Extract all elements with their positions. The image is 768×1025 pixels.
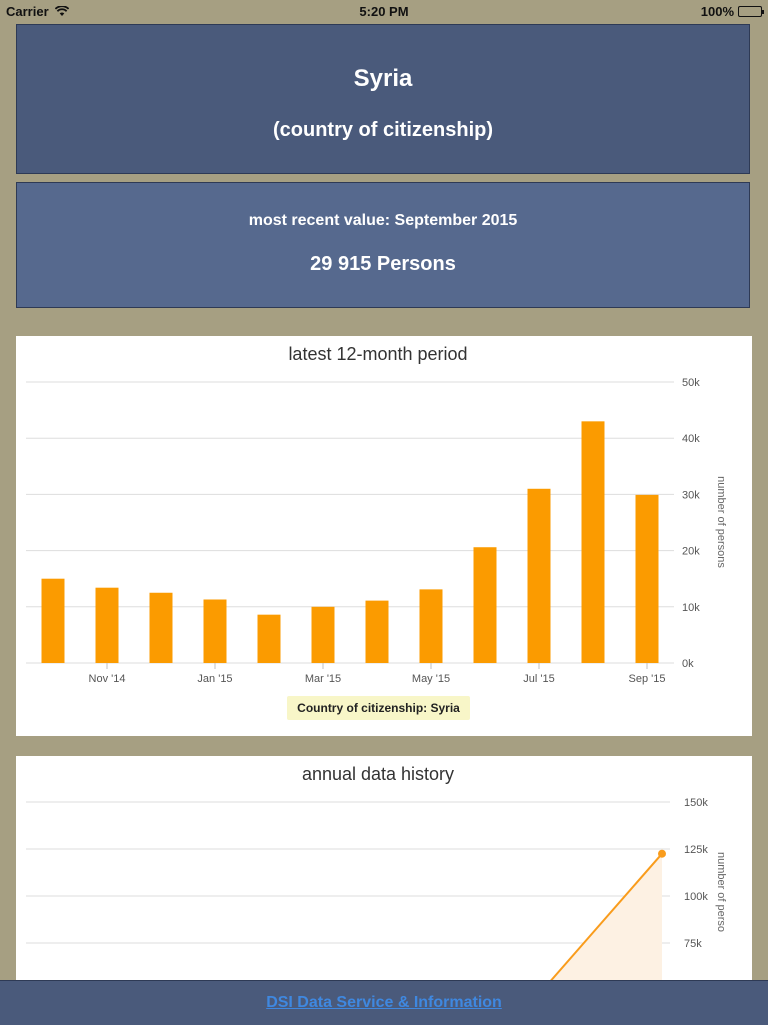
x-tick-label: Mar '15 — [305, 673, 341, 685]
x-tick-label: Jul '15 — [523, 673, 554, 685]
x-tick-label: May '15 — [412, 673, 450, 685]
battery-indicator: 100% — [700, 4, 764, 19]
recent-value-panel: most recent value: September 2015 29 915… — [16, 182, 750, 308]
bar — [257, 614, 281, 663]
country-name: Syria — [353, 65, 413, 92]
y-tick-label: 10k — [682, 602, 700, 614]
country-header: Syria (country of citizenship) — [16, 24, 750, 174]
bar — [527, 488, 551, 663]
bar — [311, 606, 335, 663]
y-tick-label: 20k — [682, 546, 700, 558]
bar — [419, 589, 443, 663]
status-time: 5:20 PM — [359, 4, 409, 19]
bar — [95, 587, 119, 663]
y-tick-label: 75k — [684, 938, 702, 950]
bar — [635, 494, 659, 663]
x-tick-label: Nov '14 — [89, 673, 126, 685]
y-axis-title: number of perso — [715, 852, 727, 932]
x-tick-label: Jan '15 — [197, 673, 232, 685]
data-point — [658, 849, 666, 858]
y-tick-label: 125k — [684, 844, 708, 856]
y-tick-label: 30k — [682, 489, 700, 501]
wifi-icon — [54, 6, 69, 16]
y-tick-label: 40k — [682, 433, 700, 445]
monthly-chart-card: latest 12-month period number of persons… — [16, 336, 752, 736]
recent-value-label: most recent value: September 2015 — [248, 212, 518, 229]
country-subtitle: (country of citizenship) — [273, 119, 493, 141]
y-tick-label: 150k — [684, 797, 708, 809]
bar — [149, 592, 173, 663]
battery-icon — [738, 6, 764, 17]
y-axis-title: number of persons — [715, 476, 727, 568]
bar — [581, 421, 605, 663]
carrier-label: Carrier — [6, 4, 49, 19]
x-tick-label: Sep '15 — [629, 673, 666, 685]
y-tick-label: 0k — [682, 658, 694, 670]
dsi-link[interactable]: DSI Data Service & Information — [266, 994, 502, 1011]
bar — [203, 599, 227, 663]
footer-bar: DSI Data Service & Information — [0, 980, 768, 1025]
status-bar: Carrier 5:20 PM 100% — [0, 0, 768, 22]
annual-chart-card: annual data history number of perso 150k… — [16, 756, 752, 1024]
bar — [365, 600, 389, 663]
chart-legend[interactable]: Country of citizenship: Syria — [287, 696, 470, 720]
chart-title: annual data history — [302, 764, 454, 784]
y-tick-label: 100k — [684, 891, 708, 903]
bar — [473, 547, 497, 663]
series-line — [545, 853, 663, 987]
monthly-bar-chart: latest 12-month period number of persons… — [26, 344, 727, 685]
y-tick-label: 50k — [682, 377, 700, 389]
bar — [41, 578, 65, 663]
chart-title: latest 12-month period — [288, 344, 467, 364]
battery-percent: 100% — [700, 4, 734, 19]
carrier-indicator: Carrier — [6, 4, 69, 19]
recent-value: 29 915 Persons — [310, 253, 456, 275]
